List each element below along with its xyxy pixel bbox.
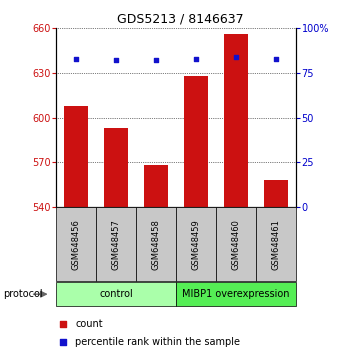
Point <box>233 54 239 60</box>
Bar <box>216 207 256 281</box>
Point <box>273 56 279 62</box>
Text: GSM648458: GSM648458 <box>152 219 161 270</box>
Point <box>113 58 119 63</box>
Text: GSM648456: GSM648456 <box>71 219 81 270</box>
Bar <box>176 282 296 306</box>
Bar <box>96 207 136 281</box>
Text: MIBP1 overexpression: MIBP1 overexpression <box>182 289 290 299</box>
Point <box>73 56 79 62</box>
Text: protocol: protocol <box>4 289 43 299</box>
Text: percentile rank within the sample: percentile rank within the sample <box>75 337 240 347</box>
Bar <box>184 76 208 207</box>
Bar <box>56 282 176 306</box>
Point <box>193 56 199 62</box>
Text: GSM648460: GSM648460 <box>231 219 240 270</box>
Bar <box>104 128 128 207</box>
Text: control: control <box>99 289 133 299</box>
Text: GSM648457: GSM648457 <box>112 219 121 270</box>
Bar <box>176 207 216 281</box>
Bar <box>256 207 296 281</box>
Point <box>153 58 159 63</box>
Text: GSM648461: GSM648461 <box>271 219 280 270</box>
Bar <box>56 207 96 281</box>
Text: GSM648459: GSM648459 <box>191 219 200 270</box>
Bar <box>136 207 176 281</box>
Text: GDS5213 / 8146637: GDS5213 / 8146637 <box>117 12 244 25</box>
Point <box>60 321 66 326</box>
Bar <box>64 106 88 207</box>
Point <box>60 339 66 345</box>
Bar <box>264 180 288 207</box>
Text: count: count <box>75 319 103 329</box>
Bar <box>224 34 248 207</box>
Bar <box>144 165 168 207</box>
